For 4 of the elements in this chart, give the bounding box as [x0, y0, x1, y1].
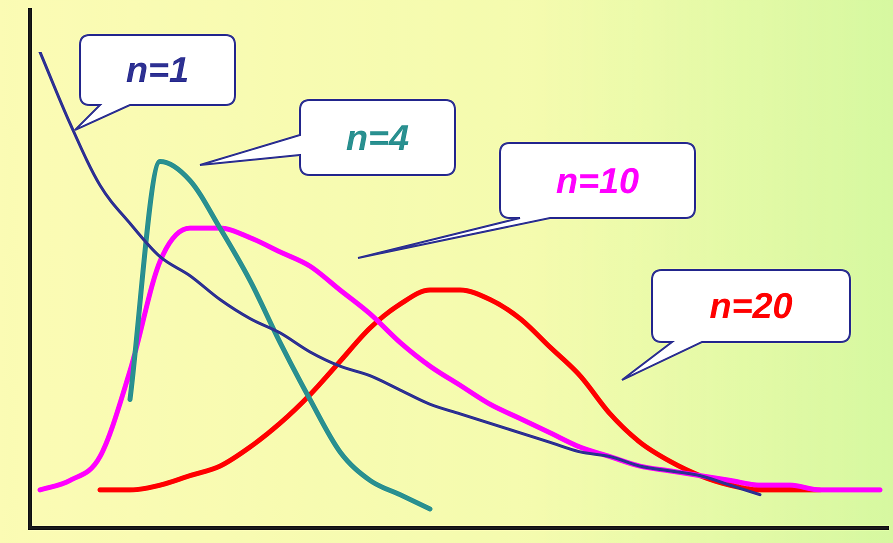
text: n=10 — [554, 160, 640, 202]
series-label: n=1 — [124, 49, 190, 91]
text: n=4 — [344, 116, 410, 158]
text: n=20 — [708, 285, 794, 327]
